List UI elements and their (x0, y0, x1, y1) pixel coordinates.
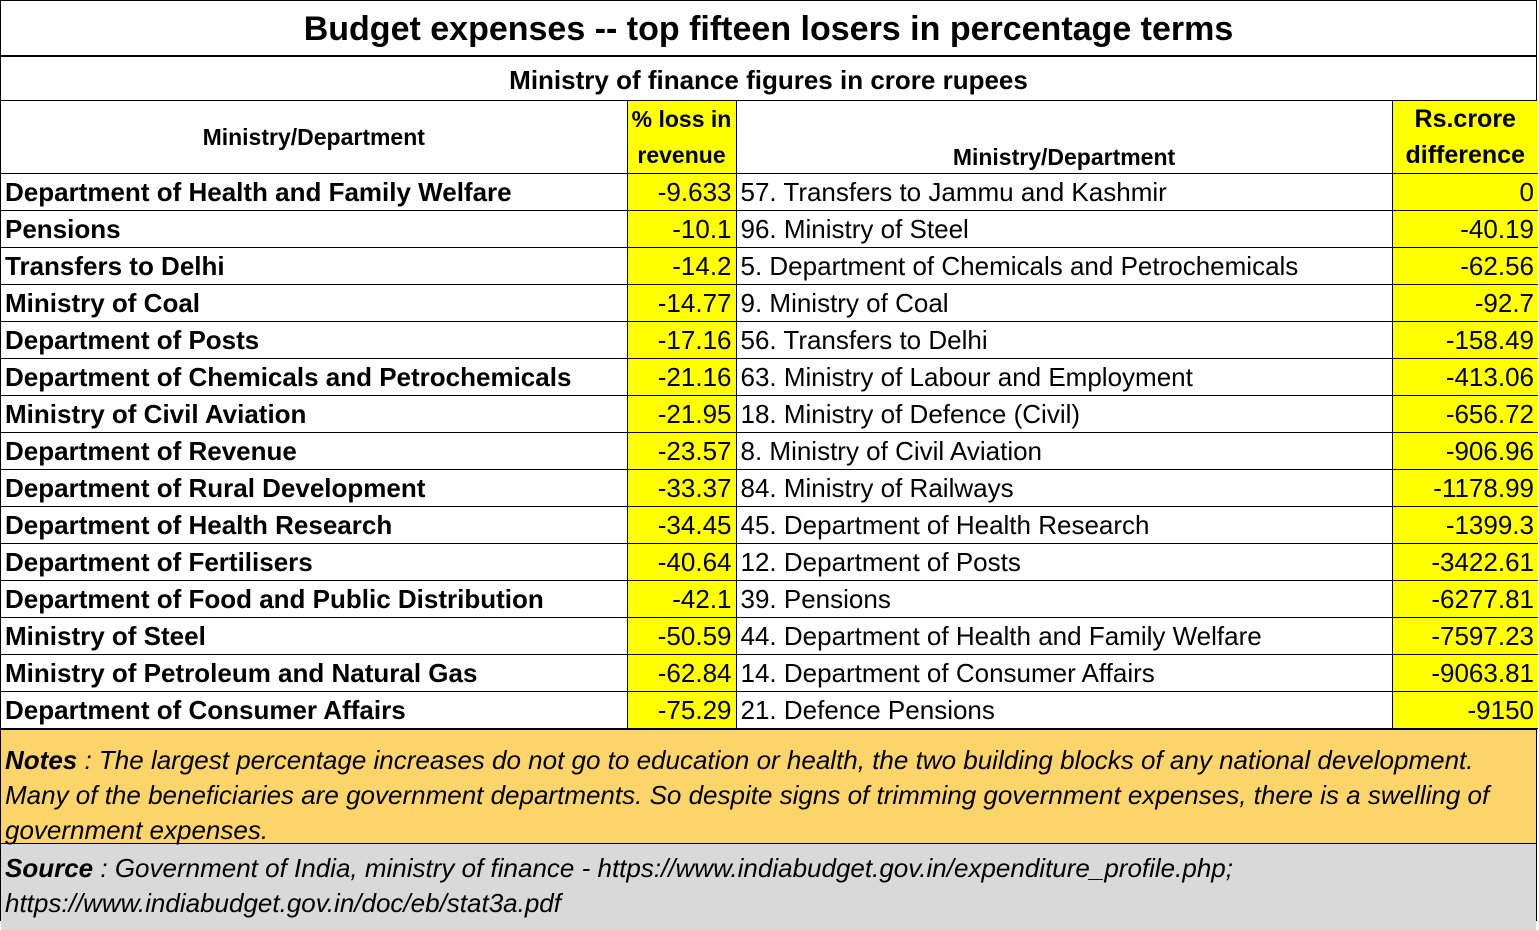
ranked-dept-cell: 63. Ministry of Labour and Employment (735, 358, 1393, 396)
ranked-dept-cell: 21. Defence Pensions (735, 691, 1393, 729)
header-ministry-left: Ministry/Department (1, 101, 628, 174)
ranked-dept-cell: 8. Ministry of Civil Aviation (735, 432, 1393, 470)
header-pct-line2: revenue (637, 142, 726, 168)
table-row: Department of Posts -17.16 56. Transfers t… (1, 321, 1538, 359)
table-row: Department of Revenue -23.57 8. Ministry o… (1, 432, 1538, 470)
table-row: Department of Fertilisers -40.64 12. Depar… (1, 543, 1538, 581)
crore-diff-cell: -3422.61 (1391, 543, 1538, 581)
crore-diff-cell: -9063.81 (1391, 654, 1538, 692)
pct-loss-cell: -62.84 (626, 654, 737, 692)
pct-loss-cell: -17.16 (626, 321, 737, 359)
crore-diff-cell: -1399.3 (1391, 506, 1538, 544)
crore-diff-cell: -62.56 (1391, 247, 1538, 285)
header-diff-line2: difference (1405, 141, 1525, 169)
header-diff-line1: Rs.crore (1414, 105, 1516, 133)
crore-diff-cell: -7597.23 (1391, 617, 1538, 655)
table-row: Department of Consumer Affairs -75.29 21. … (1, 691, 1538, 729)
ranked-dept-cell: 84. Ministry of Railways (735, 469, 1393, 507)
crore-diff-cell: -1178.99 (1391, 469, 1538, 507)
table-row: Pensions -10.1 96. Ministry of Steel -40.19 (1, 210, 1538, 248)
dept-cell: Department of Consumer Affairs (1, 691, 628, 729)
dept-cell: Transfers to Delhi (1, 247, 628, 285)
dept-cell: Ministry of Steel (1, 617, 628, 655)
pct-loss-cell: -42.1 (626, 580, 737, 618)
table-row: Ministry of Petroleum and Natural Gas -62… (1, 654, 1538, 692)
pct-loss-cell: -14.2 (626, 247, 737, 285)
ranked-dept-cell: 56. Transfers to Delhi (735, 321, 1393, 359)
crore-diff-cell: -9150 (1391, 691, 1538, 729)
crore-diff-cell: 0 (1391, 173, 1538, 211)
dept-cell: Department of Health Research (1, 506, 628, 544)
dept-cell: Ministry of Civil Aviation (1, 395, 628, 433)
dept-cell: Department of Rural Development (1, 469, 628, 507)
pct-loss-cell: -23.57 (626, 432, 737, 470)
crore-diff-cell: -92.7 (1391, 284, 1538, 322)
ranked-dept-cell: 96. Ministry of Steel (735, 210, 1393, 248)
ranked-dept-cell: 44. Department of Health and Family Welf… (735, 617, 1393, 655)
header-ministry-right: Ministry/Department (735, 101, 1393, 174)
pct-loss-cell: -10.1 (626, 210, 737, 248)
ranked-dept-cell: 39. Pensions (735, 580, 1393, 618)
table-row: Department of Chemicals and Petrochemica… (1, 358, 1538, 396)
table-row: Department of Health Research -34.45 45. D… (1, 506, 1538, 544)
dept-cell: Department of Chemicals and Petrochemica… (1, 358, 628, 396)
dept-cell: Ministry of Petroleum and Natural Gas (1, 654, 628, 692)
pct-loss-cell: -21.95 (626, 395, 737, 433)
header-rs-crore-difference: Rs.crore difference (1391, 101, 1538, 174)
table-row: Ministry of Civil Aviation -21.95 18. Mini… (1, 395, 1538, 433)
ranked-dept-cell: 5. Department of Chemicals and Petrochem… (735, 247, 1393, 285)
header-pct-loss: % loss in revenue (626, 101, 737, 174)
pct-loss-cell: -34.45 (626, 506, 737, 544)
dept-cell: Department of Food and Public Distributi… (1, 580, 628, 618)
pct-loss-cell: -50.59 (626, 617, 737, 655)
ranked-dept-cell: 45. Department of Health Research (735, 506, 1393, 544)
pct-loss-cell: -14.77 (626, 284, 737, 322)
source-label: Source (5, 853, 94, 883)
header-row: Ministry/Department % loss in revenue Mi… (1, 101, 1538, 174)
ranked-dept-cell: 14. Department of Consumer Affairs (735, 654, 1393, 692)
ranked-dept-cell: 9. Ministry of Coal (735, 284, 1393, 322)
crore-diff-cell: -6277.81 (1391, 580, 1538, 618)
budget-table: Ministry/Department % loss in revenue Mi… (1, 101, 1538, 729)
pct-loss-cell: -21.16 (626, 358, 737, 396)
source-box: Source : Government of India, ministry o… (1, 844, 1536, 930)
header-pct-line1: % loss in (631, 106, 732, 132)
ranked-dept-cell: 57. Transfers to Jammu and Kashmir (735, 173, 1393, 211)
dept-cell: Department of Posts (1, 321, 628, 359)
notes-box: Notes : The largest percentage increases… (1, 729, 1536, 845)
table-row: Ministry of Steel -50.59 44. Department of… (1, 617, 1538, 655)
table-subtitle: Ministry of finance figures in crore rup… (1, 57, 1536, 101)
crore-diff-cell: -413.06 (1391, 358, 1538, 396)
pct-loss-cell: -40.64 (626, 543, 737, 581)
table-row: Ministry of Coal -14.77 9. Ministry of Coa… (1, 284, 1538, 322)
pct-loss-cell: -9.633 (626, 173, 737, 211)
crore-diff-cell: -656.72 (1391, 395, 1538, 433)
pct-loss-cell: -75.29 (626, 691, 737, 729)
ranked-dept-cell: 12. Department of Posts (735, 543, 1393, 581)
dept-cell: Pensions (1, 210, 628, 248)
crore-diff-cell: -158.49 (1391, 321, 1538, 359)
table-row: Department of Rural Development -33.37 84.… (1, 469, 1538, 507)
dept-cell: Department of Fertilisers (1, 543, 628, 581)
crore-diff-cell: -40.19 (1391, 210, 1538, 248)
notes-label: Notes (5, 745, 78, 775)
table-row: Department of Health and Family Welfare -… (1, 173, 1538, 211)
table-row: Department of Food and Public Distributi… (1, 580, 1538, 618)
ranked-dept-cell: 18. Ministry of Defence (Civil) (735, 395, 1393, 433)
dept-cell: Ministry of Coal (1, 284, 628, 322)
notes-text: : The largest percentage increases do no… (5, 745, 1490, 845)
pct-loss-cell: -33.37 (626, 469, 737, 507)
dept-cell: Department of Health and Family Welfare (1, 173, 628, 211)
dept-cell: Department of Revenue (1, 432, 628, 470)
table-row: Transfers to Delhi -14.2 5. Department of … (1, 247, 1538, 285)
crore-diff-cell: -906.96 (1391, 432, 1538, 470)
table-title: Budget expenses -- top fifteen losers in… (1, 1, 1536, 57)
source-text: : Government of India, ministry of finan… (5, 853, 1233, 918)
